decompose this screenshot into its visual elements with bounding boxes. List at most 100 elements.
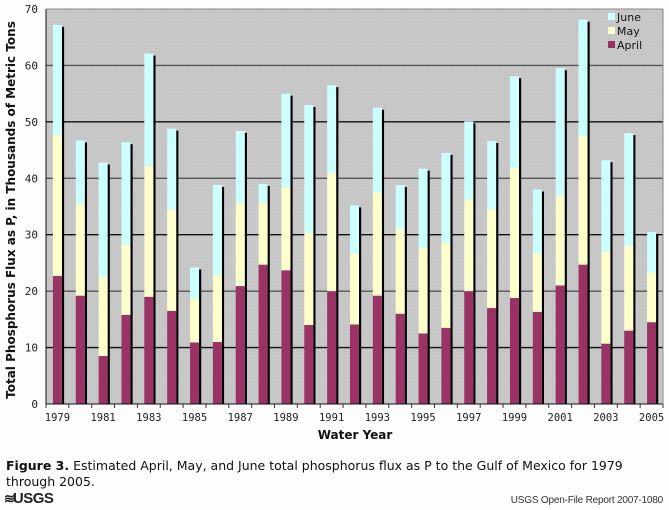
bar-stack-1993	[372, 107, 385, 404]
legend-label-june: June	[616, 11, 641, 24]
x-tick-label: 1989	[273, 412, 298, 424]
bar-segment-april	[395, 313, 405, 404]
bar-segment-april	[441, 327, 451, 404]
bar-segment-may	[532, 253, 542, 313]
bar-segment-may	[258, 202, 268, 265]
bar-segment-may	[395, 229, 405, 314]
bar-segment-april	[372, 295, 382, 404]
bar-segment-may	[578, 135, 588, 265]
bar-shadow	[107, 164, 110, 404]
bar-segment-june	[144, 53, 154, 166]
y-tick-label: 30	[25, 229, 38, 242]
x-tick-label: 1981	[90, 412, 115, 424]
bar-segment-june	[350, 205, 359, 254]
bar-segment-may	[190, 299, 200, 343]
bar-segment-june	[167, 128, 177, 210]
bar-segment-june	[395, 185, 405, 230]
bar-segment-june	[601, 160, 611, 252]
bar-shadow	[427, 170, 430, 404]
bar-shadow	[130, 144, 133, 404]
caption-text: Estimated April, May, and June total pho…	[6, 458, 623, 489]
bar-segment-april	[487, 308, 497, 404]
y-tick-label: 40	[25, 172, 38, 185]
bar-segment-april	[144, 296, 154, 404]
y-tick-labels: 0 10 20 30 40 50 60 70	[25, 3, 38, 411]
bar-segment-may	[601, 251, 611, 344]
bar-stack-1981	[98, 162, 110, 404]
bar-stack-1996	[441, 152, 453, 404]
bar-segment-may	[372, 192, 382, 296]
bar-segment-may	[418, 247, 428, 334]
bar-stack-1986	[212, 185, 225, 404]
bar-segment-may	[304, 233, 314, 325]
bar-segment-june	[555, 68, 565, 196]
bar-segment-may	[212, 274, 222, 342]
bar-segment-may	[555, 195, 565, 286]
bar-segment-june	[304, 104, 314, 234]
bar-segment-june	[647, 231, 657, 273]
bar-shadow	[518, 78, 522, 405]
bar-stack-2004	[624, 133, 636, 404]
bar-segment-june	[509, 76, 519, 169]
bar-shadow	[610, 162, 613, 404]
bar-segment-may	[441, 243, 451, 328]
bar-segment-may	[487, 209, 497, 309]
bar-segment-april	[555, 285, 565, 404]
bar-stack-1998	[487, 141, 499, 405]
bar-segment-june	[235, 130, 245, 204]
x-axis-label: Water Year	[318, 428, 393, 442]
bar-stack-1983	[144, 53, 156, 404]
report-id: USGS Open-File Report 2007-1080	[510, 495, 663, 506]
bar-segment-april	[235, 286, 245, 404]
bar-shadow	[450, 154, 453, 404]
bar-shadow	[153, 55, 156, 404]
bar-segment-april	[75, 295, 85, 404]
bar-shadow	[564, 70, 567, 404]
axes	[45, 8, 664, 408]
bar-segment-may	[235, 203, 245, 287]
bar-shadow	[290, 95, 293, 405]
x-tick-label: 1993	[365, 412, 390, 424]
bar-segment-june	[372, 107, 382, 193]
bar-stack-1997	[464, 121, 476, 405]
bar-segment-april	[509, 297, 519, 404]
bar-shadow	[244, 132, 247, 404]
logo-text: USGS	[12, 490, 54, 507]
bar-stack-1990	[304, 104, 316, 404]
bar-stack-1987	[235, 130, 247, 404]
bar-shadow	[587, 21, 590, 404]
usgs-logo: ≋ USGS	[4, 490, 54, 507]
bar-segment-june	[190, 267, 200, 300]
x-tick-label: 2001	[548, 412, 573, 424]
x-tick-label: 2003	[593, 412, 618, 424]
bar-shadow	[381, 109, 385, 404]
bar-stack-1988	[258, 183, 270, 404]
bar-shadow	[404, 187, 407, 404]
bar-segment-april	[304, 325, 314, 404]
bar-stack-1980	[75, 140, 87, 404]
bar-segment-may	[121, 244, 131, 315]
bar-segment-june	[121, 142, 131, 245]
x-tick-label: 1997	[456, 412, 481, 424]
bar-segment-may	[75, 204, 85, 296]
bar-segment-june	[281, 93, 291, 188]
bar-stack-2002	[578, 19, 590, 404]
bar-shadow	[61, 26, 65, 405]
bar-segment-june	[327, 85, 337, 173]
bar-shadow	[336, 87, 339, 404]
bar-segment-may	[327, 172, 337, 292]
usgs-wave-icon: ≋	[4, 490, 15, 506]
bar-shadow	[496, 143, 499, 405]
bar-segment-april	[647, 322, 657, 404]
bar-shadow	[199, 269, 202, 404]
bar-shadow	[221, 187, 225, 404]
bar-stack-1982	[121, 142, 133, 404]
bar-segment-june	[98, 162, 108, 278]
stacked-bar-chart: 0 10 20 30 40 50 60 70 1979 1981 1983 1985 1987 1989…	[4, 3, 664, 442]
bar-shadow	[84, 142, 87, 404]
y-tick-label: 20	[25, 285, 38, 298]
bar-shadow	[656, 233, 659, 404]
legend-label-april: April	[617, 39, 642, 52]
legend-swatch-may	[608, 27, 615, 34]
bar-segment-may	[281, 187, 291, 271]
